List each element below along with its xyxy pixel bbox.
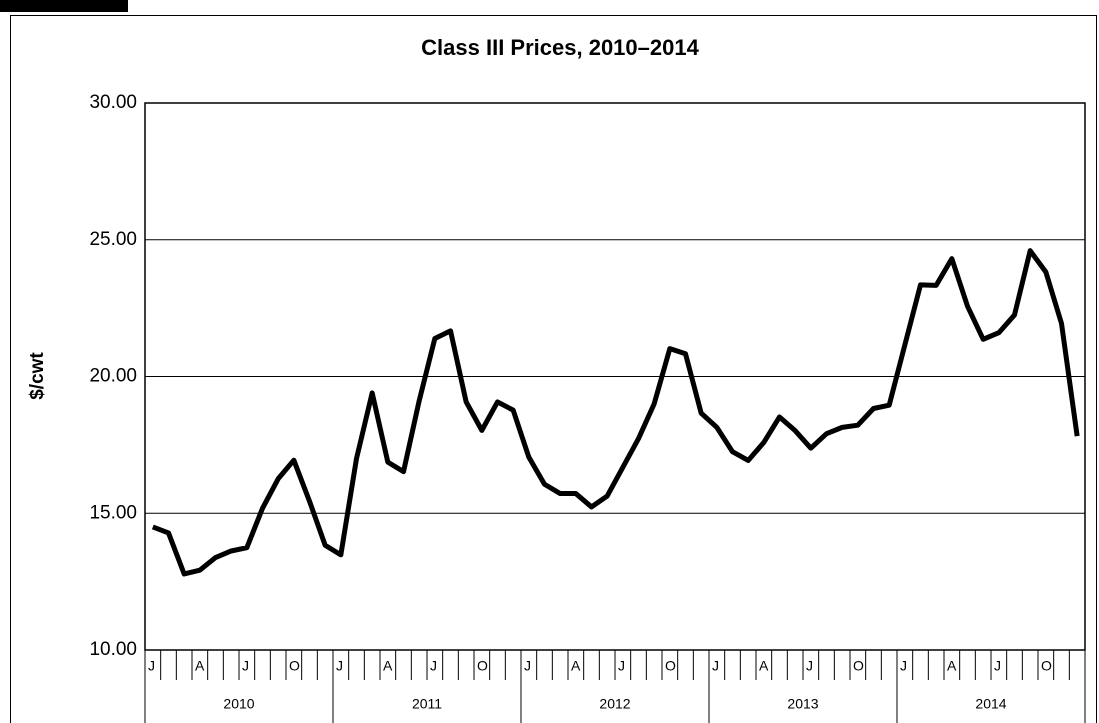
x-tick-label: J xyxy=(524,658,531,674)
y-tick-label: 10.00 xyxy=(89,639,137,660)
year-label: 2014 xyxy=(975,696,1006,712)
x-tick-label: O xyxy=(665,658,676,674)
line-series xyxy=(151,248,1080,577)
x-tick-label: J xyxy=(618,658,625,674)
y-tick-label: 15.00 xyxy=(89,502,137,523)
x-tick-label: J xyxy=(900,658,907,674)
x-tick-label: A xyxy=(383,658,393,674)
x-tick-label: J xyxy=(242,658,249,674)
x-tick-label: A xyxy=(947,658,957,674)
year-label: 2010 xyxy=(223,696,254,712)
header-block xyxy=(0,0,128,12)
x-tick-label: O xyxy=(853,658,864,674)
y-tick-label: 20.00 xyxy=(89,366,137,387)
x-tick-label: A xyxy=(571,658,581,674)
x-tick-label: O xyxy=(1041,658,1052,674)
x-tick-label: O xyxy=(289,658,300,674)
y-tick-label: 25.00 xyxy=(89,229,137,250)
x-tick-label: J xyxy=(806,658,813,674)
year-label: 2011 xyxy=(412,696,442,712)
year-label: 2013 xyxy=(787,696,818,712)
x-tick-label: J xyxy=(148,658,155,674)
x-tick-label: J xyxy=(430,658,437,674)
x-tick-label: A xyxy=(759,658,769,674)
x-tick-label: A xyxy=(195,658,205,674)
y-tick-label: 30.00 xyxy=(89,92,137,113)
chart-frame xyxy=(10,15,1097,723)
x-tick-label: J xyxy=(336,658,343,674)
x-tick-label: J xyxy=(994,658,1001,674)
x-tick-label: J xyxy=(712,658,719,674)
x-tick-label: O xyxy=(477,658,488,674)
chart-title: Class III Prices, 2010–2014 xyxy=(421,35,699,60)
year-label: 2012 xyxy=(599,696,630,712)
y-axis-label: $/cwt xyxy=(27,352,48,400)
